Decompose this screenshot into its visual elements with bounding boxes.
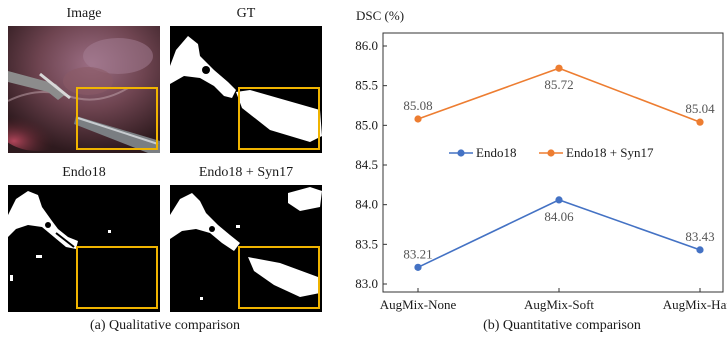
data-point <box>696 118 704 126</box>
endo18-mask <box>8 185 160 312</box>
gt-mask <box>170 26 322 153</box>
endo18-syn17-mask <box>170 185 322 312</box>
y-tick-label: 86.0 <box>355 38 378 53</box>
dsc-line-chart: DSC (%) 83.0 83.5 84.0 84.5 85.0 85.5 86.0 AugM… <box>355 8 727 312</box>
y-tick-label: 85.5 <box>355 78 378 93</box>
label-image: Image <box>66 6 102 21</box>
x-tick-label: AugMix-None <box>380 297 457 312</box>
y-tick-label: 85.0 <box>355 117 378 132</box>
y-axis-label: DSC (%) <box>356 8 404 23</box>
data-label: 83.43 <box>685 229 714 244</box>
data-label: 85.04 <box>685 101 715 116</box>
highlight-box <box>76 87 158 150</box>
data-point <box>414 115 422 123</box>
legend-swatch-marker <box>547 149 555 157</box>
x-tick-label: AugMix-Hard <box>663 297 727 312</box>
data-point <box>696 246 704 254</box>
y-tick-label: 84.0 <box>355 197 378 212</box>
y-tick-label: 83.0 <box>355 276 378 291</box>
x-tick-label: AugMix-Soft <box>524 297 594 312</box>
highlight-box <box>238 87 320 150</box>
surgical-image <box>8 26 160 153</box>
label-gt: GT <box>236 6 256 21</box>
data-point <box>555 64 563 72</box>
label-endo18: Endo18 <box>62 165 106 180</box>
legend-label: Endo18 + Syn17 <box>566 145 654 160</box>
data-label: 83.21 <box>403 246 432 261</box>
data-point <box>414 263 422 271</box>
legend-label: Endo18 <box>476 145 516 160</box>
data-label: 85.72 <box>544 77 573 92</box>
highlight-box <box>238 246 320 309</box>
data-label: 84.06 <box>544 209 574 224</box>
highlight-box <box>76 246 158 309</box>
label-endo18-syn17: Endo18 + Syn17 <box>198 165 294 180</box>
legend-swatch-marker <box>457 149 465 157</box>
y-tick-label: 83.5 <box>355 236 378 251</box>
data-point <box>555 196 563 204</box>
caption-qualitative: (a) Qualitative comparison <box>89 318 241 333</box>
caption-quantitative: (b) Quantitative comparison <box>483 318 641 333</box>
plot-frame <box>382 32 724 293</box>
y-tick-label: 84.5 <box>355 157 378 172</box>
data-label: 85.08 <box>403 98 432 113</box>
